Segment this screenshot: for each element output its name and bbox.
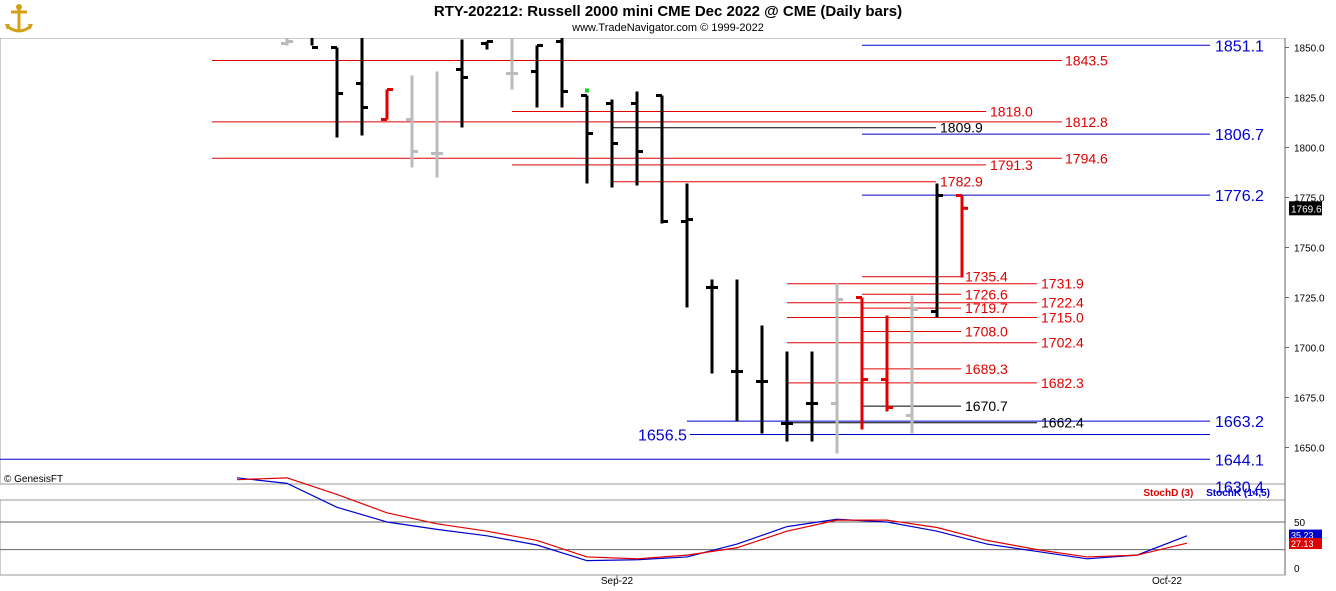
y-tick-label: 1675.0 [1294,394,1325,405]
y-tick-label: 1650.0 [1294,444,1325,455]
date-axis: Sep-22 Oct-22 [601,575,1182,587]
ohlc-bar [831,283,843,454]
level-label: 1719.7 [965,300,1008,316]
ohlc-bar [456,39,468,128]
level-label: 1689.3 [965,361,1008,377]
chart-frame [0,37,1286,576]
ohlc-bar [881,315,893,412]
ohlc-bar [956,194,968,278]
stochk-value: 35.23 [1291,531,1314,541]
y-tick-label: 1700.0 [1294,344,1325,355]
ohlc-bar [581,94,593,184]
level-label: 1806.7 [1215,127,1264,144]
stoch-tick-label: 0 [1294,564,1300,575]
legend-stochk: StochK (14,5) [1206,488,1270,499]
ohlc-bar [681,183,693,308]
y-tick-label: 1725.0 [1294,294,1325,305]
level-label: 1794.6 [1065,150,1108,166]
x-tick-label: Oct-22 [1152,576,1182,587]
stochd-value-box [1289,538,1322,550]
chart-title: RTY-202212: Russell 2000 mini CME Dec 20… [433,3,903,20]
y-tick-label: 1850.0 [1294,44,1325,55]
ohlc-bar [331,46,343,138]
ohlc-bar [606,99,618,188]
ohlc-bar [906,295,918,434]
level-label: 1656.5 [638,428,687,445]
level-label: 1776.2 [1215,188,1264,205]
ohlc-bar [431,71,443,178]
stoch-tick-label: 50 [1294,518,1306,529]
level-label: 1663.2 [1215,414,1264,431]
level-label: 1662.4 [1041,415,1084,431]
credit-text: © GenesisFT [4,474,64,485]
level-label: 1731.9 [1041,276,1084,292]
price-axis: 1850.0 1825.0 1800.0 1775.0 1750.0 1725.0 1700… [1285,44,1325,455]
level-label: 1726.6 [965,286,1008,302]
y-tick-label: 1825.0 [1294,94,1325,105]
ohlc-bar [731,279,743,422]
level-label: 1809.9 [940,120,983,136]
level-label: 1843.5 [1065,53,1108,69]
logo-icon [2,2,36,36]
price-bars [281,21,968,454]
legend-stochd: StochD (3) [1143,488,1194,499]
chart-subtitle: www.TradeNavigator.com © 1999-2022 [572,22,764,34]
level-label: 1630.4 [1215,480,1264,497]
level-label: 1735.4 [965,269,1008,285]
ohlc-bar [406,75,418,168]
signal-marker [585,88,589,93]
stoch-line [236,477,1188,560]
level-label: 1812.8 [1065,114,1108,130]
level-label: 1708.0 [965,324,1008,340]
ohlc-bar [531,44,543,108]
ohlc-bar [806,351,818,442]
level-label: 1782.9 [940,174,983,190]
y-tick-label: 1775.0 [1294,194,1325,205]
stoch-line [236,477,1188,562]
ohlc-bar [856,296,868,430]
last-price-label: 1769.6 [1291,204,1322,215]
level-label: 1818.0 [990,104,1033,120]
level-label: 1715.0 [1041,310,1084,326]
stoch-legend: StochD (3) StochK (14,5) [1143,488,1270,499]
level-label: 1851.1 [1215,38,1264,55]
ohlc-bar [656,94,668,224]
level-label: 1644.1 [1215,452,1264,469]
chart-header: RTY-202212: Russell 2000 mini CME Dec 20… [0,0,1336,38]
last-price-box [1289,201,1322,216]
y-tick-label: 1750.0 [1294,244,1325,255]
price-panel-border [0,37,1286,485]
ohlc-bar [706,279,718,374]
stoch-panel-border [0,499,1286,576]
level-label: 1670.7 [965,398,1008,414]
ohlc-bar [631,91,643,186]
ohlc-bar [356,37,368,136]
ohlc-bar [756,325,768,434]
level-label: 1791.3 [990,157,1033,173]
level-label: 1682.3 [1041,375,1084,391]
x-tick-label: Sep-22 [601,576,634,587]
stochk-value-box [1289,529,1322,541]
ohlc-bar [381,88,393,121]
stochd-value: 27.13 [1291,539,1314,549]
level-label: 1702.4 [1041,335,1084,351]
ohlc-bar [931,183,943,318]
ohlc-bar [481,40,493,50]
y-tick-label: 1800.0 [1294,144,1325,155]
ohlc-bar [781,351,793,442]
ohlc-bar [506,33,518,90]
level-label: 1722.4 [1041,295,1084,311]
